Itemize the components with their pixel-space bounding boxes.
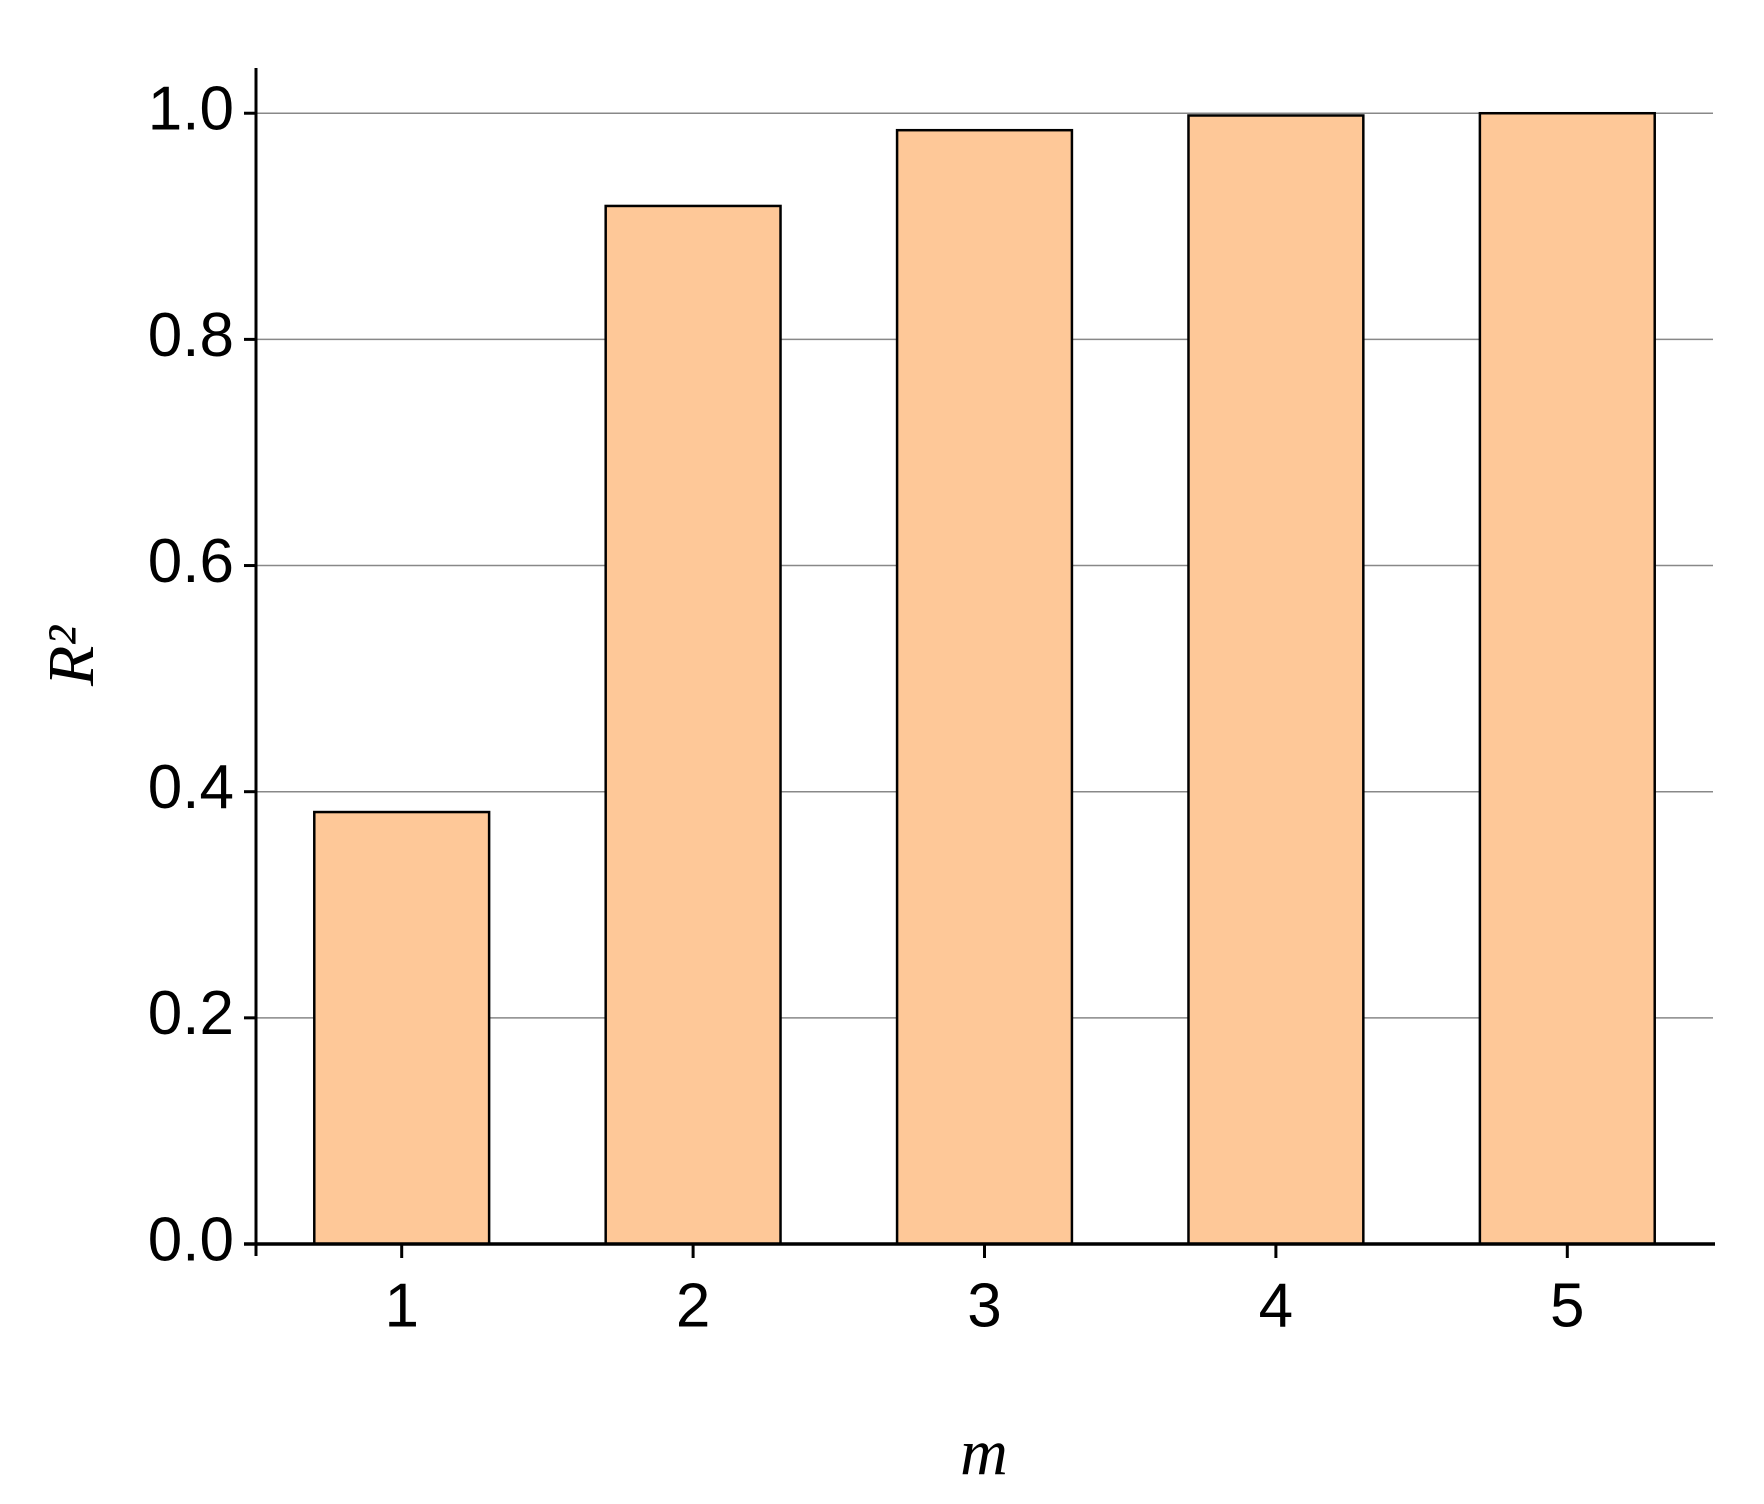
bar: [895, 128, 1074, 1246]
y-tick-label: 0.8: [148, 301, 234, 370]
bar: [1478, 111, 1656, 1246]
y-tick-label: 1.0: [148, 75, 234, 144]
y-axis-title: R²: [35, 625, 108, 687]
bar: [313, 810, 491, 1246]
bar: [604, 204, 782, 1246]
x-tick-label: 1: [384, 1271, 418, 1340]
x-tick-label: 4: [1259, 1271, 1293, 1340]
y-tick-label: 0.4: [148, 753, 234, 822]
x-axis-title: m: [960, 1416, 1008, 1489]
bar: [1187, 114, 1365, 1246]
y-tick-label: 0.6: [148, 527, 234, 596]
x-tick-label: 5: [1550, 1271, 1584, 1340]
y-tick-label: 0.0: [148, 1205, 234, 1274]
x-tick-label: 3: [967, 1271, 1001, 1340]
x-tick-label: 2: [676, 1271, 710, 1340]
y-tick-label: 0.2: [148, 979, 234, 1048]
